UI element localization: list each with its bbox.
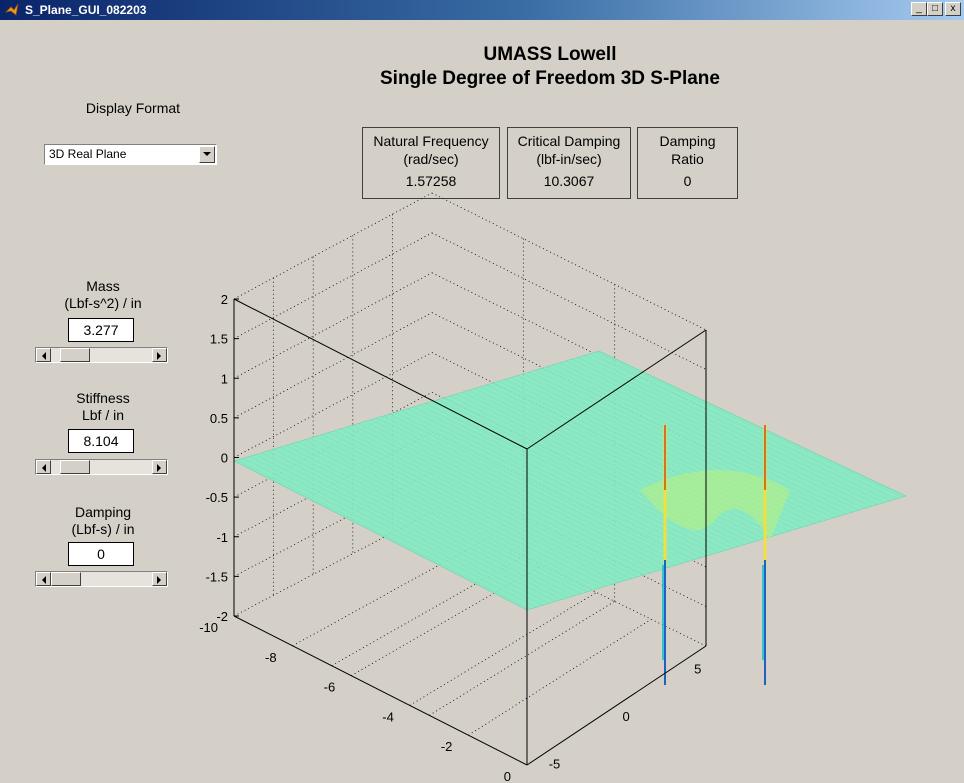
imag-axis-tick-label: 0 [622, 709, 629, 724]
grid-line [234, 313, 432, 418]
z-axis-tick-label: -1.5 [206, 569, 228, 584]
axis-box-edge [234, 616, 527, 765]
s-plane-3d-plot[interactable]: 21.510.50-0.5-1-1.5-2-10-8-6-4-20-505 [0, 20, 964, 783]
real-axis-tick-label: -10 [199, 620, 218, 635]
real-axis-tick-label: -4 [382, 709, 394, 724]
matlab-logo-icon [5, 3, 19, 17]
real-axis-tick-label: -2 [441, 739, 453, 754]
z-axis-tick-label: 0.5 [210, 411, 228, 426]
grid-line [432, 233, 706, 370]
z-axis-tick-label: -2 [216, 609, 228, 624]
figure-area: UMASS Lowell Single Degree of Freedom 3D… [0, 20, 964, 783]
title-bar[interactable]: S_Plane_GUI_082203 _ □ x [0, 0, 964, 20]
grid-line [432, 193, 706, 330]
z-axis-tick-label: 2 [221, 292, 228, 307]
imag-axis-tick-label: 5 [694, 662, 701, 677]
z-axis-tick-label: 1.5 [210, 332, 228, 347]
grid-line [429, 601, 614, 715]
imag-axis-tick-label: -5 [549, 757, 561, 772]
z-axis-tick-label: 0 [221, 451, 228, 466]
window-title: S_Plane_GUI_082203 [25, 3, 146, 17]
z-axis-tick-label: -0.5 [206, 490, 228, 505]
real-axis-tick-label: -6 [324, 680, 336, 695]
z-axis-tick-label: -1 [216, 530, 228, 545]
grid-line [410, 592, 597, 705]
maximize-button[interactable]: □ [927, 2, 943, 16]
grid-line [234, 273, 432, 379]
real-axis-tick-label: 0 [504, 769, 511, 783]
axis-box-edge [527, 646, 706, 765]
z-axis-tick-label: 1 [221, 371, 228, 386]
real-axis-tick-label: -8 [265, 650, 277, 665]
grid-line [234, 233, 432, 339]
s-plane-surface [234, 351, 906, 610]
close-button[interactable]: x [945, 2, 961, 16]
grid-line [234, 193, 432, 299]
minimize-button[interactable]: _ [911, 2, 927, 16]
